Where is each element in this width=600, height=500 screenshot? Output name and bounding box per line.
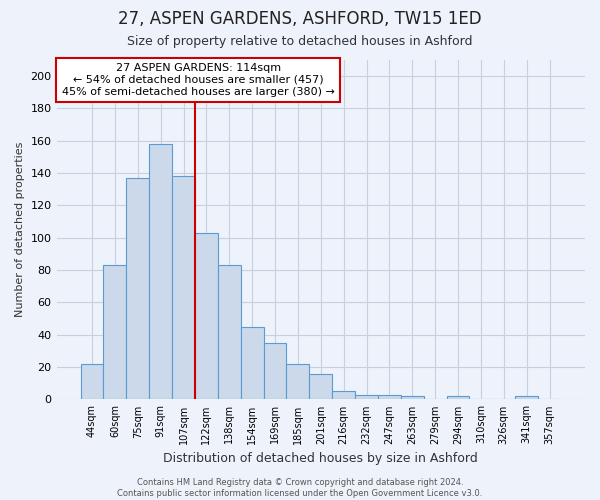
Bar (172, 176, 195, 400)
Bar (355, 394, 378, 400)
Bar (515, 396, 538, 400)
Bar (446, 396, 469, 400)
Text: 27 ASPEN GARDENS: 114sqm
← 54% of detached houses are smaller (457)
45% of semi-: 27 ASPEN GARDENS: 114sqm ← 54% of detach… (62, 64, 335, 96)
Bar (286, 364, 310, 400)
Bar (401, 396, 424, 400)
Bar (149, 144, 172, 400)
Bar (332, 392, 355, 400)
Text: 27, ASPEN GARDENS, ASHFORD, TW15 1ED: 27, ASPEN GARDENS, ASHFORD, TW15 1ED (118, 10, 482, 28)
Bar (241, 326, 263, 400)
X-axis label: Distribution of detached houses by size in Ashford: Distribution of detached houses by size … (163, 452, 478, 465)
Text: Size of property relative to detached houses in Ashford: Size of property relative to detached ho… (127, 35, 473, 48)
Bar (103, 266, 127, 400)
Y-axis label: Number of detached properties: Number of detached properties (15, 142, 25, 318)
Text: Contains HM Land Registry data © Crown copyright and database right 2024.
Contai: Contains HM Land Registry data © Crown c… (118, 478, 482, 498)
Bar (127, 178, 149, 400)
Bar (80, 364, 103, 400)
Bar (263, 343, 286, 400)
Bar (218, 266, 241, 400)
Bar (195, 233, 218, 400)
Bar (378, 394, 401, 400)
Bar (310, 374, 332, 400)
